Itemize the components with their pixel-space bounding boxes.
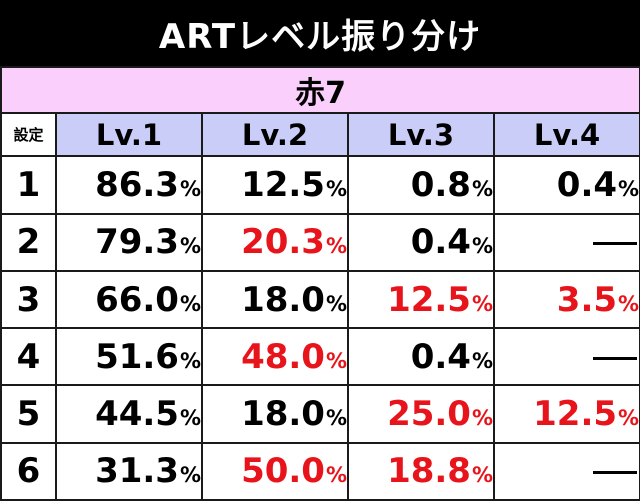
probability-value: 12.5 [387,279,471,320]
percent-unit: % [471,177,493,202]
probability-value: 3.5 [556,279,618,320]
probability-cell: 48.0% [201,327,349,387]
table-row: 1 86.3% 12.5% 0.8% 0.4% [0,155,640,215]
percent-unit: % [471,291,493,316]
level-header: Lv.4 [492,112,640,158]
probability-cell: 18.0% [201,269,349,330]
percent-unit: % [618,291,640,316]
probability-cell: 0.4% [347,212,495,272]
group-label: 赤7 [0,65,640,115]
probability-value: 18.8 [387,451,471,492]
setting-number: 4 [0,327,57,387]
probability-value: 25.0 [387,394,471,435]
probability-value: 12.5 [241,165,325,206]
percent-unit: % [325,463,347,488]
probability-cell: — [492,327,640,387]
probability-cell: 44.5% [55,384,203,444]
probability-cell: 18.8% [347,441,495,501]
level-header: Lv.2 [201,112,349,158]
percent-unit: % [618,406,640,431]
probability-value: 31.3 [95,451,179,492]
group-header-row: 赤7 [0,65,640,115]
probability-value: 20.3 [241,222,325,263]
no-value-dash: — [593,471,638,475]
probability-value: 0.4 [410,336,471,377]
no-value-dash: — [593,356,638,360]
probability-value: 79.3 [95,222,179,263]
probability-cell: 12.5% [492,384,640,444]
probability-value: 12.5 [533,394,618,435]
probability-cell: 79.3% [55,212,203,272]
probability-cell: 31.3% [55,441,203,501]
probability-value: 51.6 [95,336,179,377]
probability-cell: 3.5% [492,269,640,330]
level-header: Lv.3 [347,112,495,158]
level-header-row: 設定 Lv.1 Lv.2 Lv.3 Lv.4 [0,112,640,158]
level-header: Lv.1 [55,112,203,158]
probability-cell: 66.0% [55,269,203,330]
probability-value: 0.4 [410,222,471,263]
probability-cell: — [492,212,640,272]
percent-unit: % [179,463,201,488]
probability-cell: 0.8% [347,155,495,215]
probability-cell: 50.0% [201,441,349,501]
percent-unit: % [471,463,493,488]
probability-cell: 0.4% [492,155,640,215]
probability-cell: 86.3% [55,155,203,215]
probability-value: 18.0 [241,394,325,435]
percent-unit: % [471,406,493,431]
setting-number: 2 [0,212,57,272]
probability-value: 0.4 [556,165,618,206]
table-row: 3 66.0% 18.0% 12.5% 3.5% [0,269,640,330]
table-row: 279.3%20.3%0.4%— [0,212,640,272]
setting-number: 1 [0,155,57,215]
art-level-table: 赤7 設定 Lv.1 Lv.2 Lv.3 Lv.4 1 86.3% 12.5% 0.8… [0,65,640,501]
percent-unit: % [325,348,347,373]
probability-cell: 0.4% [347,327,495,387]
probability-cell: 12.5% [201,155,349,215]
probability-value: 66.0 [95,279,179,320]
percent-unit: % [325,406,347,431]
percent-unit: % [325,177,347,202]
percent-unit: % [179,177,201,202]
probability-value: 44.5 [95,394,179,435]
percent-unit: % [471,348,493,373]
percent-unit: % [179,291,201,316]
table-row: 451.6%48.0%0.4%— [0,327,640,387]
table-row: 5 44.5% 18.0% 25.0% 12.5% [0,384,640,444]
probability-value: 86.3 [95,165,179,206]
percent-unit: % [618,177,640,202]
setting-number: 6 [0,441,57,501]
probability-cell: — [492,441,640,501]
setting-number: 3 [0,269,57,330]
probability-cell: 20.3% [201,212,349,272]
setting-number: 5 [0,384,57,444]
no-value-dash: — [593,242,638,246]
setting-column-header: 設定 [0,112,57,158]
probability-cell: 51.6% [55,327,203,387]
probability-value: 48.0 [241,336,325,377]
percent-unit: % [179,348,201,373]
probability-cell: 18.0% [201,384,349,444]
percent-unit: % [325,291,347,316]
percent-unit: % [179,234,201,259]
probability-value: 18.0 [241,279,325,320]
percent-unit: % [325,234,347,259]
percent-unit: % [471,234,493,259]
probability-cell: 25.0% [347,384,495,444]
probability-value: 0.8 [410,165,471,206]
probability-value: 50.0 [241,451,325,492]
table-row: 631.3%50.0%18.8%— [0,441,640,501]
percent-unit: % [179,406,201,431]
page-title: ARTレベル振り分け [0,0,640,66]
probability-cell: 12.5% [347,269,495,330]
